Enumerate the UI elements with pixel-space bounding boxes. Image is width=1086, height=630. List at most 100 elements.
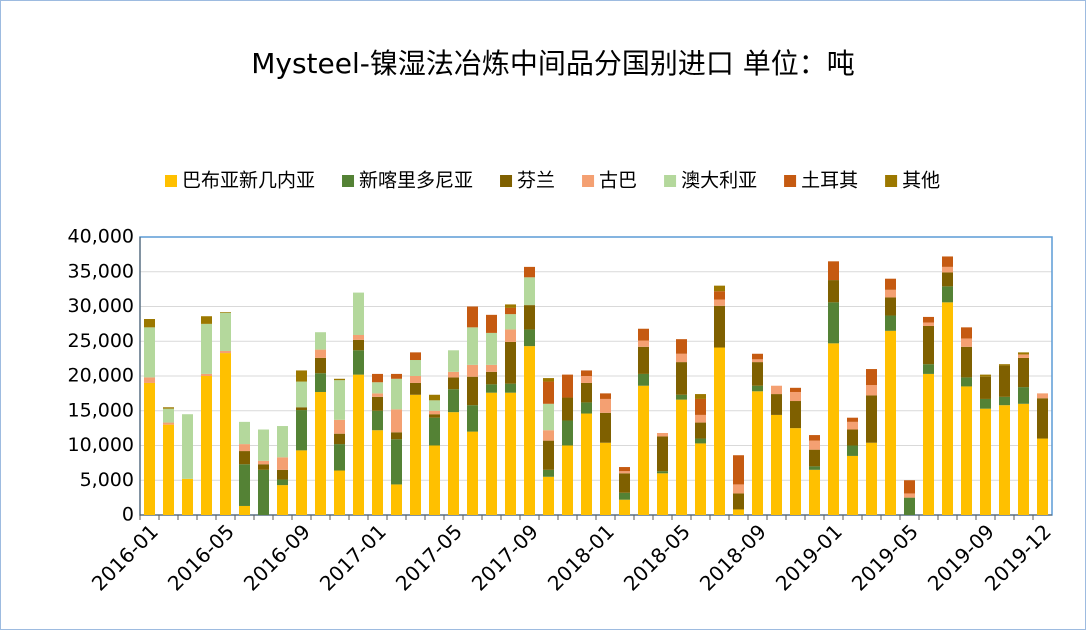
bar-segment xyxy=(600,393,611,399)
bar-segment xyxy=(999,405,1010,515)
bar-segment xyxy=(809,440,820,450)
bar-segment xyxy=(904,493,915,498)
bar-segment xyxy=(144,327,155,378)
bar-segment xyxy=(391,439,402,485)
bar-segment xyxy=(999,364,1010,366)
bar-segment xyxy=(733,509,744,515)
bar-segment xyxy=(315,373,326,392)
bar-segment xyxy=(961,377,972,387)
bar-segment xyxy=(467,431,478,515)
bar-segment xyxy=(676,339,687,354)
bar-segment xyxy=(942,302,953,515)
bar-segment xyxy=(733,493,744,510)
bar-segment xyxy=(144,382,155,515)
y-tick-label: 0 xyxy=(122,504,134,526)
bar-segment xyxy=(505,392,516,515)
bar-segment xyxy=(486,364,497,372)
bar-segment xyxy=(467,306,478,328)
bar-segment xyxy=(961,386,972,515)
bar-segment xyxy=(543,403,554,431)
bar-segment xyxy=(353,339,364,351)
y-tick-label: 40,000 xyxy=(68,226,134,248)
bar-segment xyxy=(334,433,345,445)
bar-segment xyxy=(1037,398,1048,439)
bar-segment xyxy=(619,492,630,500)
bar-segment xyxy=(410,376,421,383)
bar-segment xyxy=(372,410,383,431)
bar-segment xyxy=(277,469,288,480)
bar-segment xyxy=(334,470,345,515)
legend-swatch xyxy=(784,175,797,187)
bar-segment xyxy=(277,426,288,458)
bar-segment xyxy=(771,394,782,415)
bar-segment xyxy=(638,328,649,341)
bar-segment xyxy=(334,378,345,381)
bar-segment xyxy=(809,449,820,467)
bar-segment xyxy=(277,457,288,470)
legend-swatch xyxy=(500,175,513,187)
bar-segment xyxy=(239,451,250,465)
bar-segment xyxy=(258,460,269,465)
bar-segment xyxy=(391,378,402,410)
bar-segment xyxy=(980,376,991,399)
bar-segment xyxy=(885,315,896,331)
bar-segment xyxy=(258,429,269,461)
bar-segment xyxy=(638,385,649,515)
bar-segment xyxy=(1037,438,1048,515)
bar-segment xyxy=(448,371,459,378)
bar-segment xyxy=(144,319,155,328)
bar-segment xyxy=(277,485,288,515)
bar-segment xyxy=(182,414,193,479)
bar-segment xyxy=(410,394,421,515)
bar-segment xyxy=(695,398,706,415)
bar-segment xyxy=(144,377,155,383)
legend-swatch xyxy=(885,175,898,187)
bar-segment xyxy=(904,497,915,515)
bar-segment xyxy=(676,353,687,363)
bar-segment xyxy=(429,414,440,418)
bar-segment xyxy=(581,402,592,414)
bar-segment xyxy=(467,327,478,365)
bar-segment xyxy=(809,466,820,470)
bar-segment xyxy=(220,312,231,313)
bar-segment xyxy=(923,322,934,326)
bar-segment xyxy=(163,408,174,423)
bar-segment xyxy=(429,394,440,401)
bar-segment xyxy=(296,450,307,515)
bar-segment xyxy=(733,484,744,494)
bar-segment xyxy=(258,469,269,515)
bar-segment xyxy=(448,350,459,372)
bar-segment xyxy=(600,442,611,515)
bar-segment xyxy=(543,430,554,441)
bar-segment xyxy=(220,350,231,354)
bar-segment xyxy=(239,421,250,445)
bar-segment xyxy=(847,445,858,456)
bar-segment xyxy=(657,436,668,472)
bar-segment xyxy=(695,394,706,399)
bar-segment xyxy=(543,469,554,477)
y-tick-label: 20,000 xyxy=(68,365,134,387)
bar-segment xyxy=(505,307,516,315)
bar-segment xyxy=(866,385,877,396)
bar-segment xyxy=(391,373,402,379)
bar-segment xyxy=(182,478,193,515)
bar-segment xyxy=(486,384,497,393)
bar-segment xyxy=(942,286,953,303)
bar-segment xyxy=(467,376,478,406)
bar-segment xyxy=(372,396,383,411)
bar-segment xyxy=(486,332,497,365)
bar-segment xyxy=(714,285,725,292)
bar-segment xyxy=(695,414,706,423)
bar-segment xyxy=(752,362,763,386)
bar-segment xyxy=(638,340,649,347)
bar-segment xyxy=(733,455,744,485)
bar-segment xyxy=(657,432,668,437)
bar-segment xyxy=(410,352,421,361)
bar-segment xyxy=(866,395,877,443)
bar-segment xyxy=(961,327,972,339)
bar-segment xyxy=(847,417,858,422)
bar-segment xyxy=(885,278,896,290)
legend-swatch xyxy=(664,175,677,187)
